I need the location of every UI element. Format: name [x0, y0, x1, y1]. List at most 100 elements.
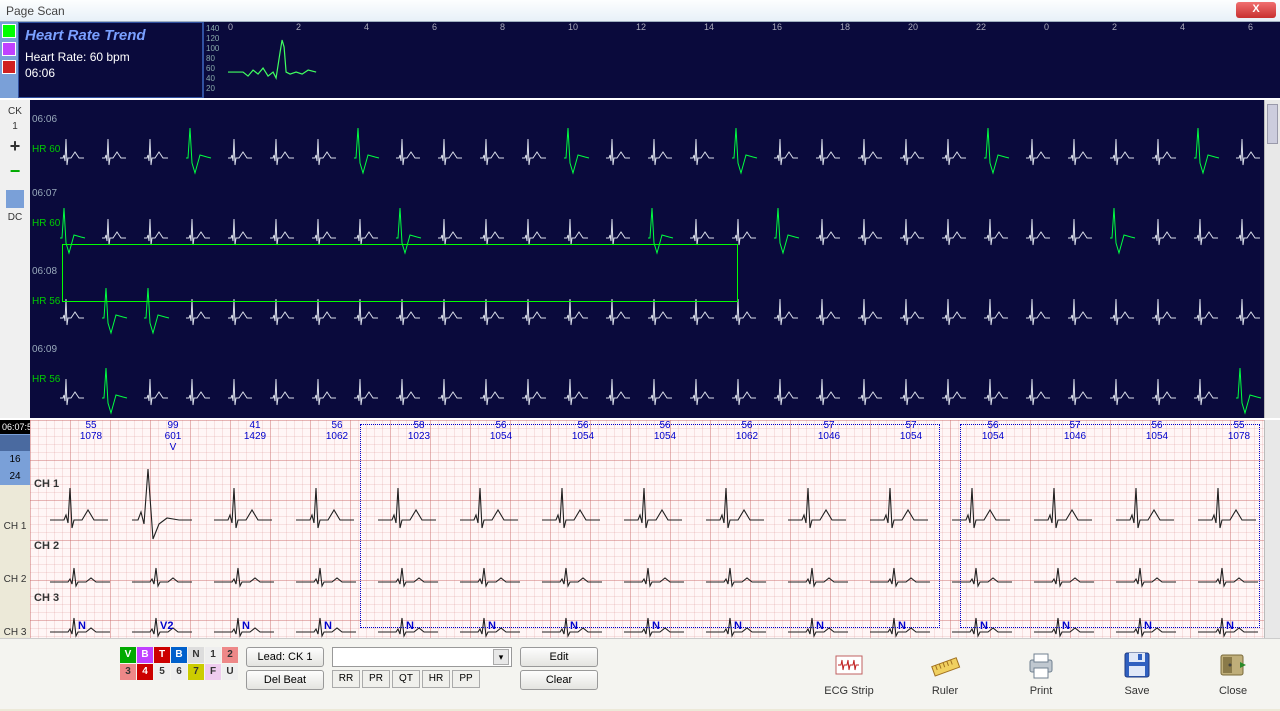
trend-xtick: 0	[1044, 22, 1049, 32]
beat-class-marker[interactable]: N	[570, 620, 578, 632]
trend-xtick: 18	[840, 22, 850, 32]
strip-channel-label: CH 2	[4, 574, 27, 585]
bottom-toolbar: VBTBN1234567FU Lead: CK 1 Del Beat ▾ RRP…	[0, 638, 1280, 709]
scan-row-time: 06:07	[32, 188, 57, 199]
trend-ytick: 80	[206, 54, 215, 63]
trend-hr-value: Heart Rate: 60 bpm	[25, 50, 196, 64]
trend-xtick: 10	[568, 22, 578, 32]
window-title: Page Scan	[6, 4, 65, 18]
beat-class-5[interactable]: 5	[154, 664, 170, 680]
beat-class-f[interactable]: F	[205, 664, 221, 680]
delete-beat-button[interactable]: Del Beat	[246, 670, 324, 690]
ecg-strip-button[interactable]: ECG Strip	[814, 647, 884, 697]
trend-ytick: 20	[206, 84, 215, 93]
trend-title: Heart Rate Trend	[25, 27, 196, 44]
beat-class-marker[interactable]: N	[488, 620, 496, 632]
print-button[interactable]: Print	[1006, 647, 1076, 697]
window-close-button[interactable]: X	[1236, 2, 1276, 18]
close-button[interactable]: Close	[1198, 647, 1268, 697]
window-titlebar: Page Scan X	[0, 0, 1280, 22]
beat-class-marker[interactable]: N	[652, 620, 660, 632]
strip-channel-label: CH 3	[4, 627, 27, 638]
beat-class-2[interactable]: 2	[222, 647, 238, 663]
clear-button[interactable]: Clear	[520, 670, 598, 690]
scan-scrollbar-thumb[interactable]	[1267, 104, 1278, 144]
beat-class-marker[interactable]: N	[1226, 620, 1234, 632]
page-scan-panel: CK 1 + − DC 06:06HR 6006:07HR 6006:08HR …	[0, 100, 1280, 420]
event-combo[interactable]: ▾	[332, 647, 512, 667]
beat-class-7[interactable]: 7	[188, 664, 204, 680]
lead-select-button[interactable]: Lead: CK 1	[246, 647, 324, 667]
strip-scrollbar[interactable]	[1264, 420, 1280, 638]
print-icon	[1023, 647, 1059, 683]
beat-header: 99601V	[132, 420, 214, 453]
scan-mode-toggle[interactable]	[6, 190, 24, 208]
trend-legend-sidebar	[0, 22, 18, 98]
scan-waveform-view[interactable]: 06:06HR 6006:07HR 6006:08HR 5606:09HR 56	[30, 100, 1264, 418]
strip-gain-24[interactable]: 24	[9, 471, 20, 482]
save-button[interactable]: Save	[1102, 647, 1172, 697]
beat-class-marker[interactable]: N	[406, 620, 414, 632]
chevron-down-icon[interactable]: ▾	[493, 649, 509, 665]
beat-class-marker[interactable]: N	[734, 620, 742, 632]
trend-xtick: 22	[976, 22, 986, 32]
beat-class-1[interactable]: 1	[205, 647, 221, 663]
trend-legend-swatch-0[interactable]	[2, 24, 16, 38]
beat-header: 571046	[788, 420, 870, 442]
scan-scrollbar[interactable]	[1264, 100, 1280, 418]
beat-class-marker[interactable]: N	[324, 620, 332, 632]
edit-button[interactable]: Edit	[520, 647, 598, 667]
beat-class-t[interactable]: T	[154, 647, 170, 663]
beat-class-n[interactable]: N	[188, 647, 204, 663]
zoom-out-button[interactable]: −	[10, 161, 21, 182]
trend-legend-swatch-1[interactable]	[2, 42, 16, 56]
strip-gain-16[interactable]: 16	[9, 454, 20, 465]
beat-class-6[interactable]: 6	[171, 664, 187, 680]
beat-header: 561062	[296, 420, 378, 442]
interval-rr-button[interactable]: RR	[332, 670, 360, 688]
beat-header: 561054	[624, 420, 706, 442]
scan-row-hr: HR 60	[32, 144, 60, 155]
beat-header: 571046	[1034, 420, 1116, 442]
trend-xtick: 8	[500, 22, 505, 32]
trend-xtick: 14	[704, 22, 714, 32]
trend-xtick: 6	[1248, 22, 1253, 32]
strip-waveform-area[interactable]: CH 1CH 2CH 3551078N99601VV2411429N561062…	[30, 420, 1264, 638]
beat-class-marker[interactable]: N	[980, 620, 988, 632]
trend-xtick: 6	[432, 22, 437, 32]
trend-xtick: 16	[772, 22, 782, 32]
interval-pr-button[interactable]: PR	[362, 670, 390, 688]
scan-row-time: 06:06	[32, 114, 57, 125]
trend-legend-swatch-2[interactable]	[2, 60, 16, 74]
zoom-in-button[interactable]: +	[10, 136, 21, 157]
beat-class-marker[interactable]: N	[242, 620, 250, 632]
ecg-strip-label: ECG Strip	[824, 685, 874, 697]
beat-class-marker[interactable]: N	[898, 620, 906, 632]
beat-class-marker[interactable]: N	[1144, 620, 1152, 632]
beat-class-marker[interactable]: N	[78, 620, 86, 632]
beat-class-b[interactable]: B	[171, 647, 187, 663]
trend-xtick: 4	[1180, 22, 1185, 32]
beat-class-v[interactable]: V	[120, 647, 136, 663]
ecg-strip-icon	[831, 647, 867, 683]
interval-qt-button[interactable]: QT	[392, 670, 420, 688]
interval-hr-button[interactable]: HR	[422, 670, 450, 688]
trend-info-block: Heart Rate Trend Heart Rate: 60 bpm 06:0…	[18, 22, 203, 98]
close-icon	[1215, 647, 1251, 683]
beat-class-marker[interactable]: N	[1062, 620, 1070, 632]
trend-chart[interactable]: 14012010080604020 0246810121416182022024…	[203, 22, 1280, 98]
beat-class-marker[interactable]: V2	[160, 620, 173, 632]
save-icon	[1119, 647, 1155, 683]
beat-class-3[interactable]: 3	[120, 664, 136, 680]
interval-pp-button[interactable]: PP	[452, 670, 480, 688]
strip-channel-label: CH 1	[4, 521, 27, 532]
beat-class-b[interactable]: B	[137, 647, 153, 663]
beat-header: 561054	[542, 420, 624, 442]
strip-sidebar: 06:07:59 16 24 CH 1CH 2CH 3	[0, 420, 30, 638]
trend-xtick: 2	[296, 22, 301, 32]
beat-class-4[interactable]: 4	[137, 664, 153, 680]
scan-sidebar: CK 1 + − DC	[0, 100, 30, 418]
beat-class-marker[interactable]: N	[816, 620, 824, 632]
beat-class-u[interactable]: U	[222, 664, 238, 680]
ruler-button[interactable]: Ruler	[910, 647, 980, 697]
